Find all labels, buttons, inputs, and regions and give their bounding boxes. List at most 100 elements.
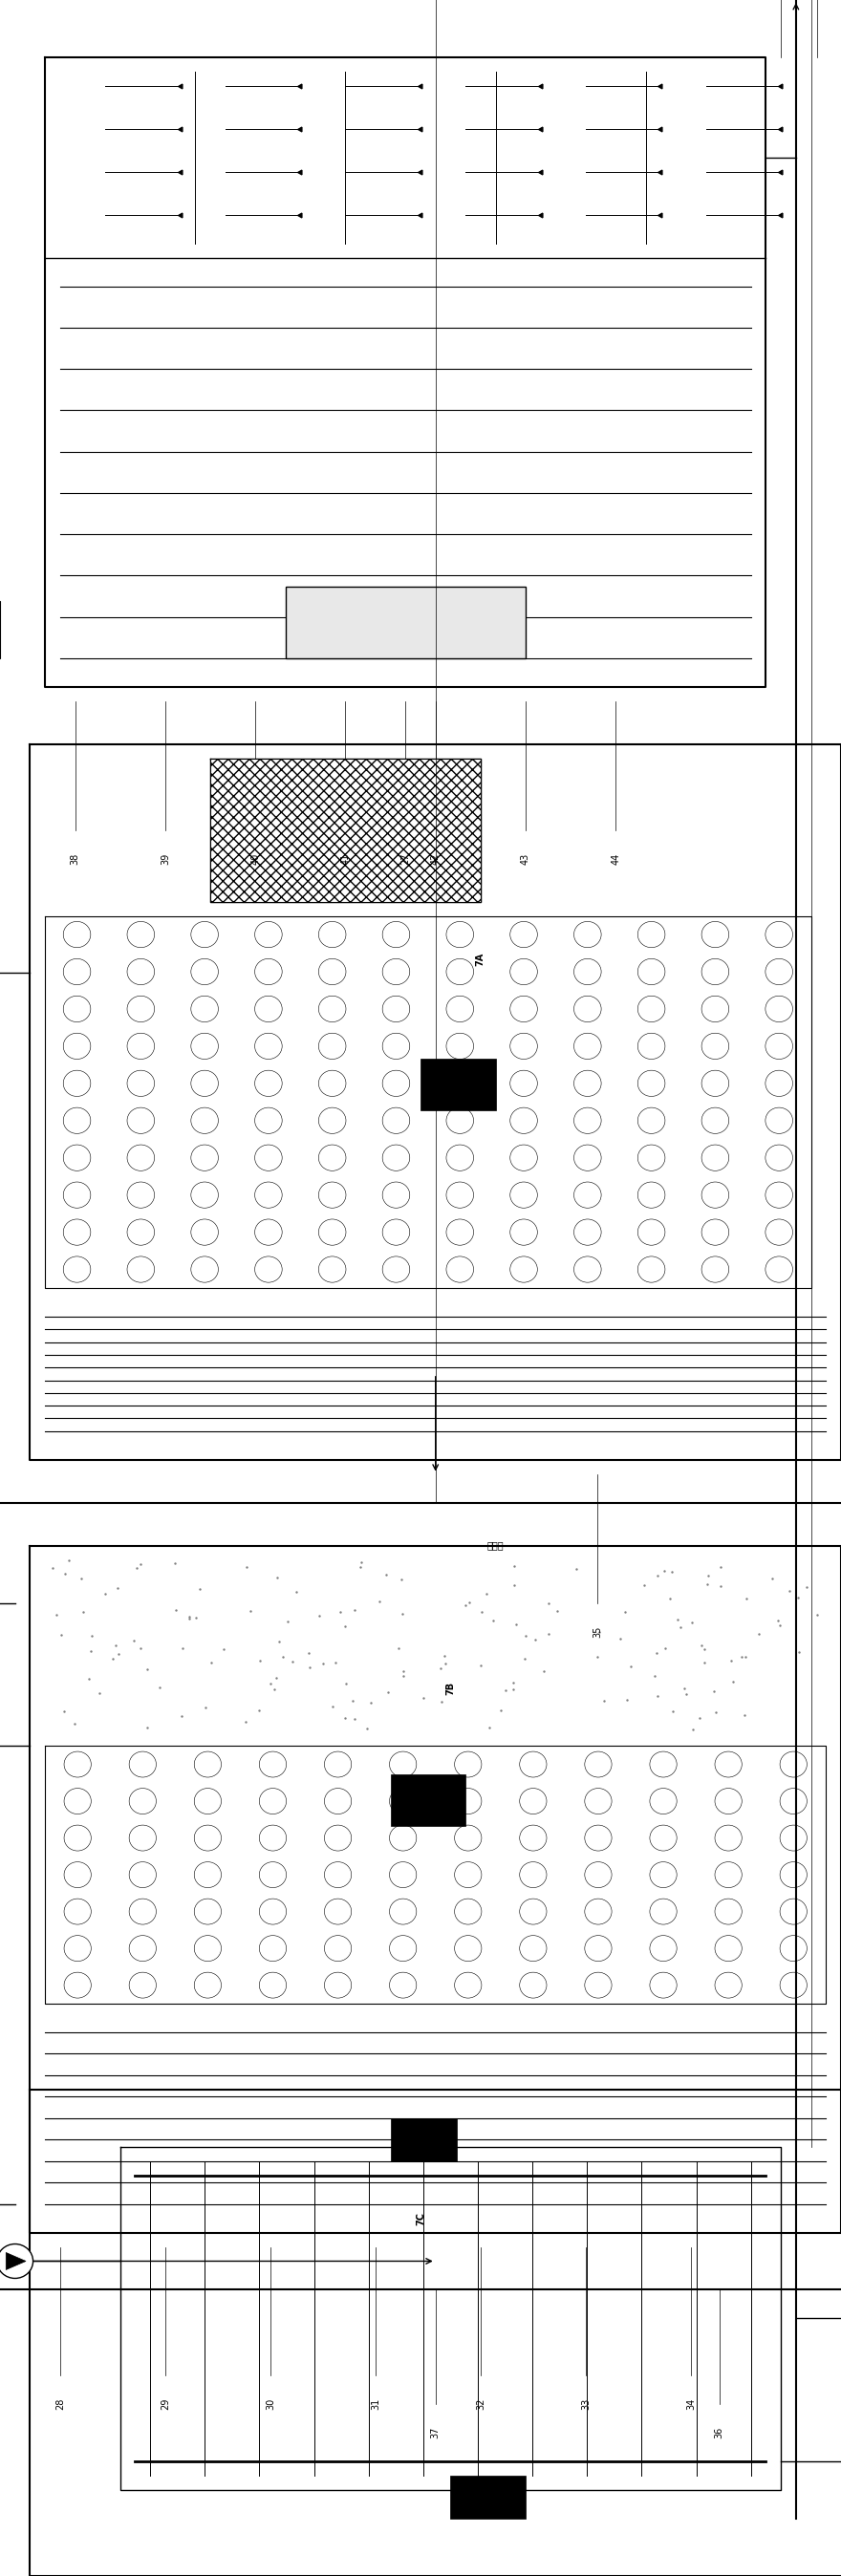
- Point: [800, 1566, 813, 1607]
- Point: [396, 1651, 410, 1692]
- Text: 29: 29: [161, 2398, 170, 2411]
- Point: [506, 1662, 520, 1703]
- Point: [313, 1595, 326, 1636]
- Text: 32: 32: [476, 2398, 485, 2411]
- Point: [479, 1574, 493, 1615]
- Text: 37: 37: [431, 2427, 441, 2439]
- Point: [624, 1646, 637, 1687]
- Point: [695, 1625, 708, 1667]
- Point: [316, 1643, 330, 1685]
- Point: [50, 1595, 63, 1636]
- Text: 39: 39: [161, 853, 170, 866]
- Point: [379, 1553, 393, 1595]
- Point: [693, 1698, 706, 1739]
- Point: [542, 1582, 555, 1623]
- Point: [613, 1618, 627, 1659]
- Point: [338, 1605, 352, 1646]
- Point: [45, 1548, 59, 1589]
- Point: [98, 1574, 112, 1615]
- Text: 7C: 7C: [415, 2213, 426, 2226]
- Point: [486, 1600, 500, 1641]
- Point: [348, 1589, 362, 1631]
- Point: [528, 1620, 542, 1662]
- Point: [674, 1607, 687, 1649]
- Point: [666, 1690, 680, 1731]
- Point: [434, 1649, 447, 1690]
- Point: [75, 1558, 88, 1600]
- Point: [286, 1641, 299, 1682]
- Text: 42: 42: [431, 853, 441, 866]
- Point: [724, 1641, 738, 1682]
- Point: [791, 1577, 805, 1618]
- Point: [271, 1558, 284, 1600]
- Point: [680, 1674, 693, 1716]
- Point: [58, 1553, 71, 1595]
- Point: [416, 1677, 430, 1718]
- Point: [289, 1571, 303, 1613]
- Point: [339, 1664, 352, 1705]
- Point: [665, 1551, 679, 1592]
- Point: [392, 1628, 405, 1669]
- Point: [85, 1615, 98, 1656]
- Point: [518, 1638, 532, 1680]
- Point: [618, 1592, 632, 1633]
- Point: [189, 1597, 203, 1638]
- Point: [506, 1669, 520, 1710]
- Point: [739, 1636, 753, 1677]
- Point: [713, 1566, 727, 1607]
- Point: [205, 1641, 219, 1682]
- Point: [176, 1628, 189, 1669]
- Point: [355, 1543, 368, 1584]
- Point: [67, 1703, 81, 1744]
- Text: 40: 40: [251, 853, 260, 866]
- Point: [752, 1613, 765, 1654]
- Point: [93, 1672, 106, 1713]
- Text: 36: 36: [715, 2427, 724, 2439]
- Point: [140, 1708, 153, 1749]
- Point: [252, 1690, 266, 1731]
- Point: [77, 1592, 90, 1633]
- Point: [701, 1556, 715, 1597]
- Point: [396, 1595, 410, 1636]
- Point: [435, 1682, 448, 1723]
- Point: [439, 1643, 452, 1685]
- Point: [663, 1579, 676, 1620]
- Polygon shape: [390, 1775, 466, 1826]
- Point: [475, 1592, 489, 1633]
- Point: [170, 1589, 183, 1631]
- Point: [134, 1628, 147, 1669]
- Point: [267, 1669, 281, 1710]
- Point: [550, 1589, 563, 1631]
- Point: [771, 1600, 785, 1641]
- Point: [253, 1641, 267, 1682]
- Point: [590, 1636, 604, 1677]
- Point: [739, 1579, 753, 1620]
- Point: [570, 1548, 584, 1589]
- Point: [473, 1643, 487, 1685]
- Point: [648, 1654, 662, 1695]
- Text: 28: 28: [56, 2398, 65, 2411]
- Point: [659, 1628, 672, 1669]
- Polygon shape: [285, 587, 526, 659]
- Text: 7A: 7A: [476, 953, 485, 966]
- Point: [499, 1669, 512, 1710]
- Point: [671, 1600, 685, 1641]
- Point: [458, 1584, 472, 1625]
- Point: [508, 1564, 521, 1605]
- Point: [510, 1602, 523, 1643]
- Point: [57, 1690, 71, 1731]
- Point: [395, 1558, 409, 1600]
- Point: [276, 1636, 289, 1677]
- Point: [353, 1546, 367, 1587]
- Point: [437, 1636, 451, 1677]
- Point: [649, 1633, 663, 1674]
- Point: [347, 1698, 361, 1739]
- Text: 30: 30: [266, 2398, 275, 2411]
- Point: [329, 1641, 342, 1682]
- Point: [707, 1669, 721, 1710]
- Point: [793, 1631, 807, 1672]
- Polygon shape: [390, 2117, 457, 2161]
- Point: [463, 1582, 476, 1623]
- Point: [134, 1543, 147, 1584]
- Point: [738, 1695, 751, 1736]
